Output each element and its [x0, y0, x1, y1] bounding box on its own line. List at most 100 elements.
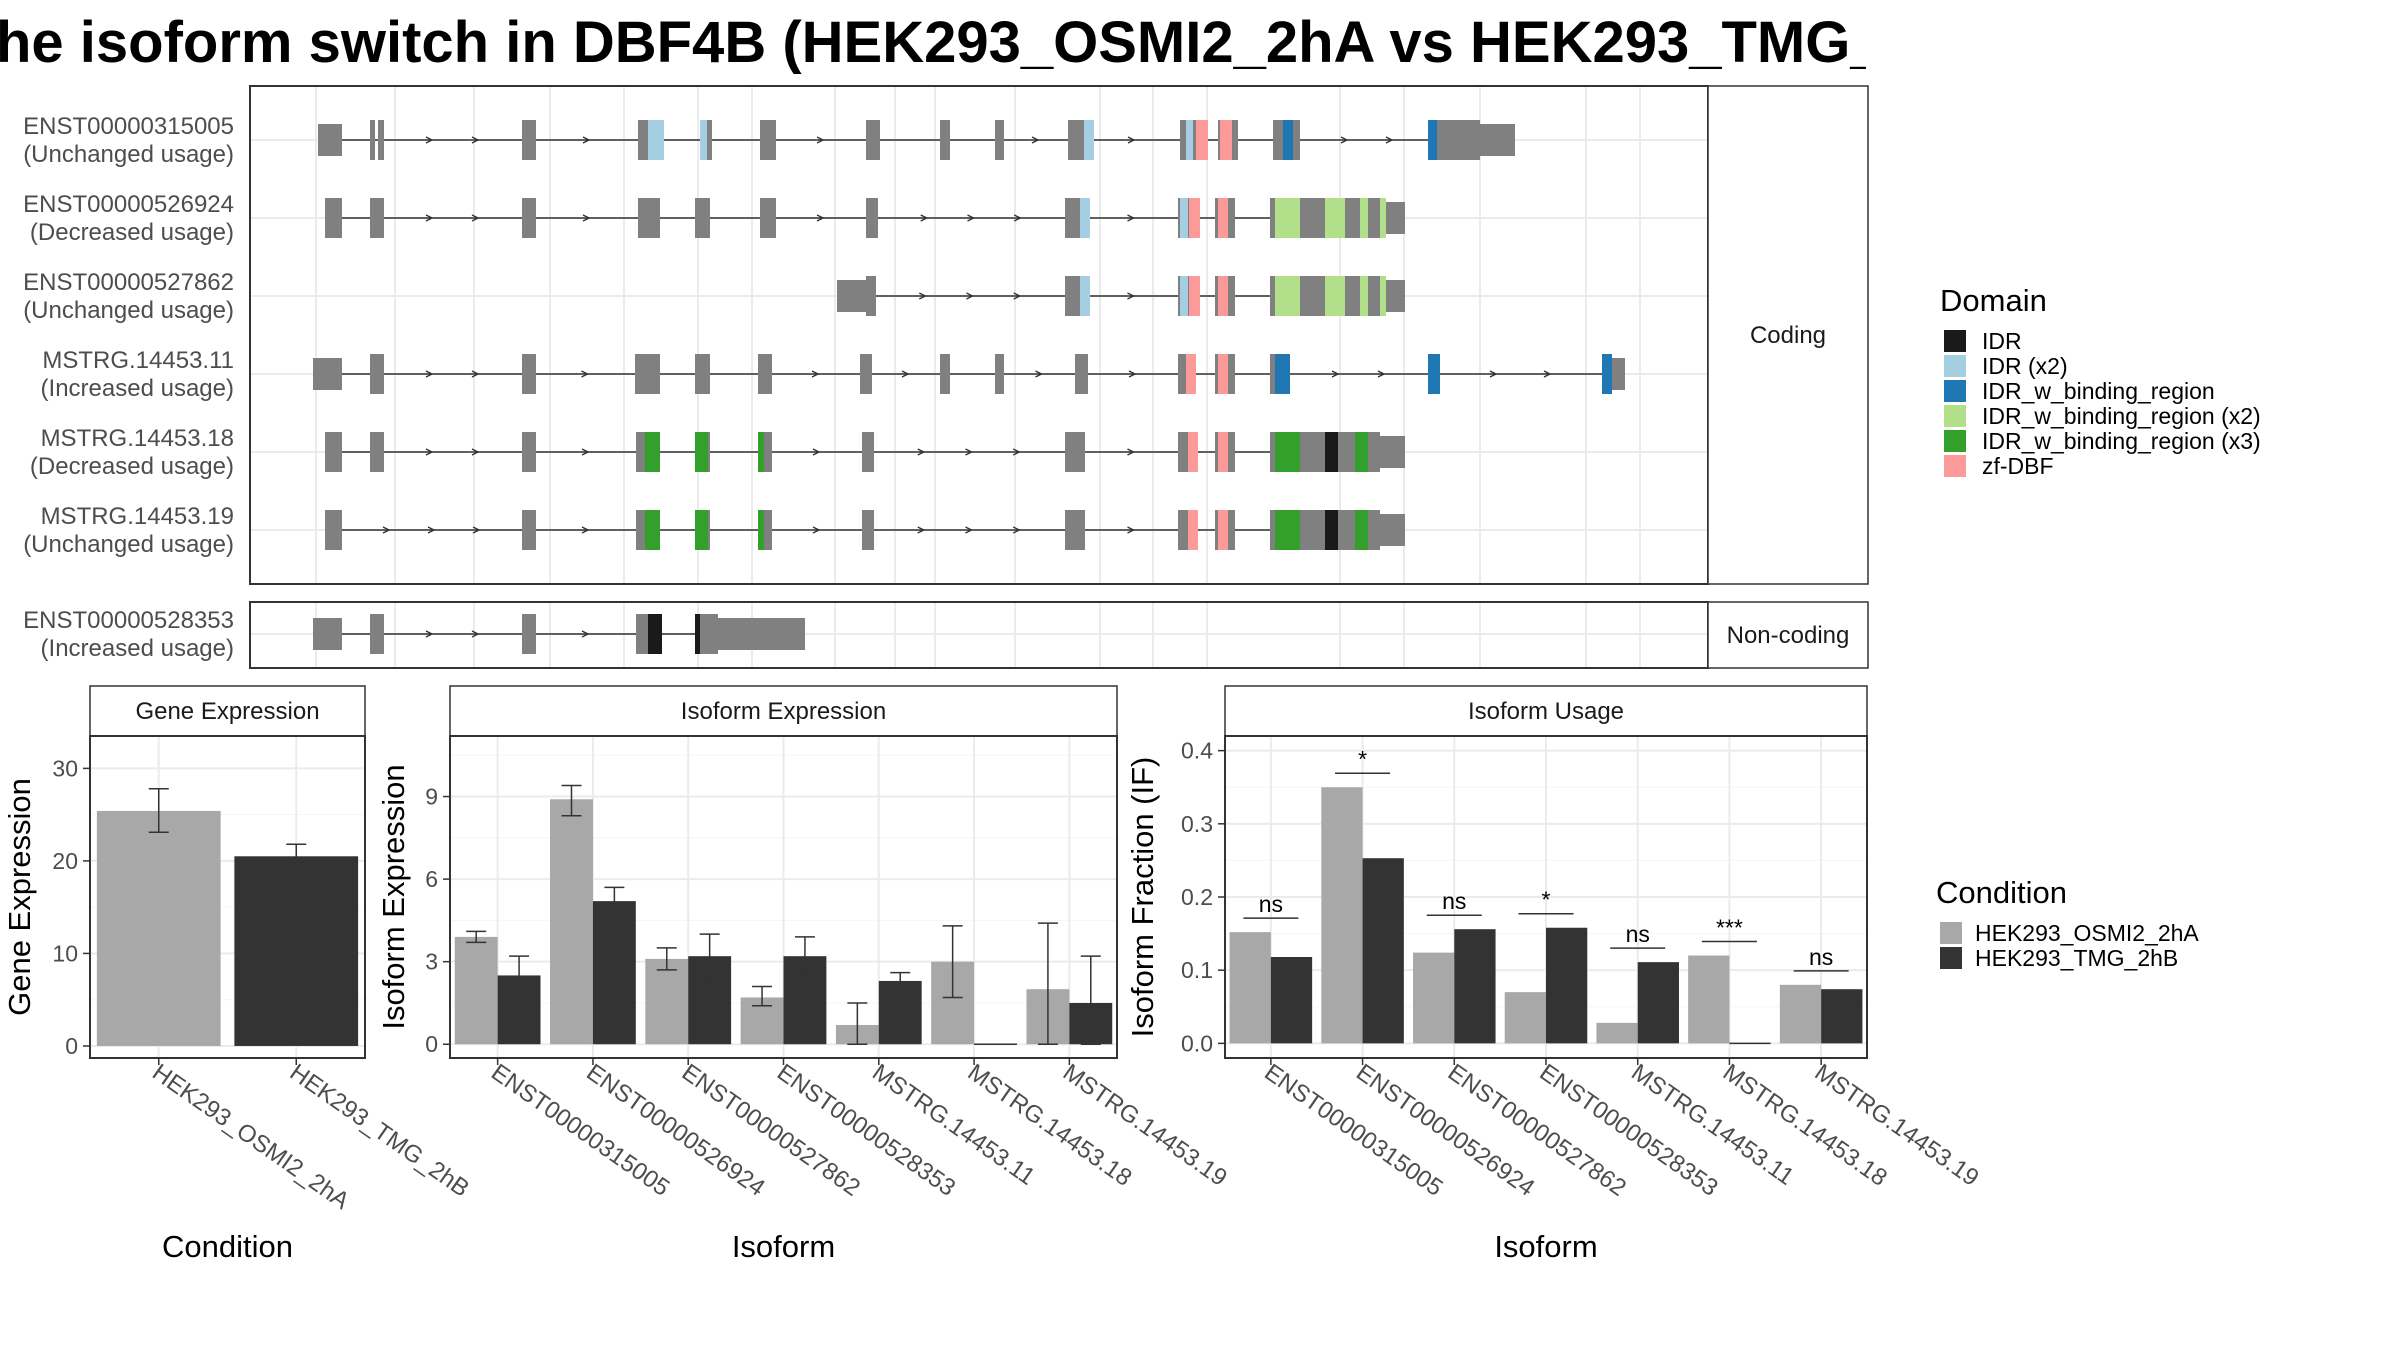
- strand-arrow: [1128, 370, 1137, 378]
- y-tick-label: 20: [52, 848, 78, 874]
- domain-segment: [1180, 198, 1188, 238]
- strand-arrow: [816, 136, 825, 144]
- exon: [370, 120, 375, 160]
- exon: [370, 354, 384, 394]
- exon: [1435, 120, 1450, 160]
- legend-key: [1944, 430, 1966, 452]
- x-tick-label: ENST00000528353: [772, 1059, 960, 1202]
- strand-arrow: [1127, 526, 1136, 534]
- isoform-usage-label: (Unchanged usage): [23, 141, 234, 168]
- exon: [695, 354, 710, 394]
- domain-segment: [1275, 510, 1300, 550]
- exon: [860, 354, 872, 394]
- strand-arrow: [425, 136, 434, 144]
- y-axis-title: Isoform Fraction (IF): [1125, 757, 1160, 1038]
- exon: [1068, 120, 1084, 160]
- bar: [454, 936, 498, 1045]
- exon: [313, 358, 342, 390]
- exon: [710, 618, 805, 650]
- legend-key: [1940, 947, 1962, 969]
- bar: [1321, 787, 1363, 1044]
- panel-strip: [89, 685, 366, 737]
- domain-segment: [1189, 276, 1200, 316]
- legend-label: IDR_w_binding_region (x2): [1982, 403, 2261, 429]
- y-tick-label: 0.0: [1181, 1030, 1213, 1056]
- strand-arrow: [920, 214, 929, 222]
- exon: [522, 614, 536, 654]
- bar: [1779, 984, 1822, 1044]
- exon: [370, 614, 384, 654]
- legend-key: [1944, 355, 1966, 377]
- strand-arrow: [582, 214, 591, 222]
- exon: [325, 510, 340, 550]
- strand-arrow: [1013, 214, 1022, 222]
- exon: [1083, 354, 1088, 394]
- strand-arrow: [1127, 448, 1136, 456]
- strand-arrow: [581, 526, 590, 534]
- domain-segment: [1283, 120, 1293, 160]
- strand-arrow: [1385, 136, 1394, 144]
- strand-arrow: [425, 370, 434, 378]
- domain-segment: [1186, 120, 1193, 160]
- coding-panel-bg: [250, 86, 1708, 584]
- domain-segment: [1355, 510, 1368, 550]
- isoform-usage-label: (Increased usage): [41, 375, 234, 402]
- bar: [645, 958, 689, 1045]
- domain-segment: [1380, 198, 1386, 238]
- panel-border: [89, 735, 366, 1059]
- strand-arrow: [581, 448, 590, 456]
- exon: [995, 120, 1004, 160]
- transcript-row: [318, 120, 1515, 160]
- domain-segment: [1380, 276, 1386, 316]
- noncoding-strip-label: Non-coding: [1727, 622, 1850, 649]
- isoform-usage-panel: Isoform Usage ns * ns * ns *** ns 0.0 0.1 0.2 0.3 0.…: [1125, 685, 1984, 1264]
- exon: [325, 432, 342, 472]
- strand-arrow: [425, 448, 434, 456]
- bar: [1688, 955, 1730, 1044]
- domain-segment: [1275, 432, 1300, 472]
- exon: [760, 120, 776, 160]
- y-tick-label: 6: [425, 866, 438, 892]
- exon: [635, 354, 660, 394]
- domain-segment: [1218, 432, 1228, 472]
- x-tick-label: MSTRG.14453.11: [1626, 1059, 1798, 1191]
- domain-segment: [1602, 354, 1612, 394]
- x-tick-label: ENST00000526924: [581, 1059, 769, 1202]
- isoform-usage-label: (Unchanged usage): [23, 531, 234, 558]
- strand-arrow: [472, 526, 481, 534]
- strand-arrow: [917, 448, 926, 456]
- exon: [1608, 358, 1625, 390]
- gene-expression-panel: Gene Expression0102030HEK293_OSMI2_2hAHE…: [2, 685, 474, 1264]
- condition-legend-title: Condition: [1936, 875, 2067, 910]
- exon: [325, 198, 342, 238]
- strand-arrow: [1340, 136, 1349, 144]
- panel-title: Isoform Usage: [1468, 698, 1624, 725]
- exon: [995, 354, 1004, 394]
- y-tick-label: 10: [52, 940, 78, 966]
- exon: [522, 354, 536, 394]
- exon: [337, 510, 342, 550]
- bar: [234, 856, 359, 1046]
- isoform-id-label: ENST00000315005: [23, 113, 234, 140]
- bar: [96, 810, 221, 1046]
- significance-label: ns: [1626, 921, 1650, 947]
- bar: [592, 901, 636, 1045]
- strand-arrow: [812, 448, 821, 456]
- exon: [940, 354, 950, 394]
- legend-label: zf-DBF: [1982, 453, 2054, 479]
- legend-label: IDR_w_binding_region (x3): [1982, 428, 2261, 454]
- strand-arrow: [471, 214, 480, 222]
- domain-segment: [1275, 354, 1290, 394]
- strand-arrow: [471, 448, 480, 456]
- exon: [378, 120, 384, 160]
- significance-label: ns: [1259, 891, 1283, 917]
- strand-arrow: [966, 292, 975, 300]
- x-tick-label: MSTRG.14453.19: [1810, 1059, 1984, 1192]
- domain-segment: [1188, 510, 1198, 550]
- exon: [522, 432, 536, 472]
- significance-label: ***: [1716, 915, 1743, 941]
- coding-strip: [1707, 85, 1869, 585]
- y-tick-label: 0.2: [1181, 884, 1213, 910]
- coding-strip-label: Coding: [1750, 322, 1826, 349]
